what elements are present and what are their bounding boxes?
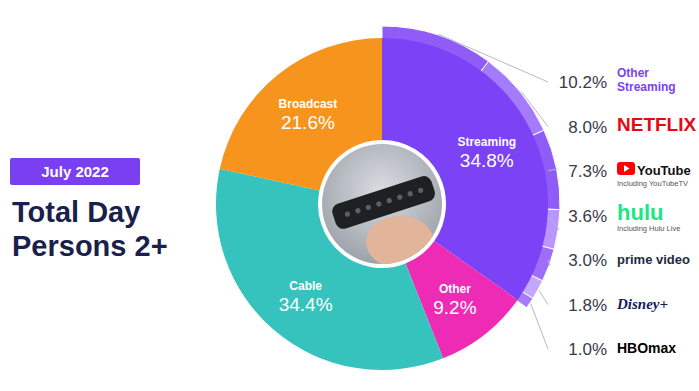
word: Streaming: [617, 80, 676, 94]
youtube-play: [624, 165, 630, 172]
slice-category: Streaming: [457, 135, 516, 149]
breakdown-value: 3.0%: [568, 251, 607, 270]
breakdown-category: HBOmax: [617, 340, 676, 356]
leader-line: [531, 304, 548, 349]
breakdown-value: 1.8%: [568, 296, 607, 315]
breakdown-labels: 10.2%OtherStreaming8.0%NETFLIX7.3%YouTub…: [438, 34, 696, 359]
photo-bg: [312, 134, 452, 274]
breakdown-category: prime video: [617, 252, 690, 267]
remote: [330, 174, 437, 231]
breakdown-note: Including Hulu Live: [617, 224, 680, 233]
breakdown-value: 3.6%: [568, 207, 607, 226]
slice-category: Other: [439, 282, 471, 296]
remote-button: [417, 187, 424, 194]
breakdown-category: OtherStreaming: [617, 66, 676, 94]
remote-button: [355, 207, 362, 214]
breakdown-category: NETFLIX: [617, 114, 696, 135]
leader-line: [548, 260, 550, 266]
slice-category: Broadcast: [279, 97, 338, 111]
breakdown-value: 8.0%: [568, 118, 607, 137]
slice-category: Cable: [289, 279, 322, 293]
breakdown-value: 1.0%: [568, 340, 607, 359]
remote-button: [407, 191, 414, 198]
breakdown-category: Disney+: [616, 296, 668, 312]
breakdown-value: 7.3%: [568, 162, 607, 181]
leader-line: [438, 34, 548, 82]
slice-value: 21.6%: [281, 112, 335, 133]
leader-line: [521, 92, 548, 127]
breakdown-note: Including YouTubeTV: [617, 179, 688, 188]
donut: [216, 38, 548, 370]
breakdown-value: 10.2%: [559, 73, 607, 92]
chart: Streaming34.8%Other9.2%Cable34.4%Broadca…: [0, 0, 699, 391]
remote-button: [344, 211, 351, 218]
remote-button: [396, 194, 403, 201]
center-image: [312, 134, 452, 274]
slice-value: 34.4%: [279, 294, 333, 315]
leader-line: [539, 290, 548, 304]
leader-line: [548, 216, 559, 230]
slice-labels: Streaming34.8% Other9.2% Cable34.4% Broadca…: [279, 97, 517, 318]
date-badge: July 2022: [10, 158, 140, 185]
remote-button: [386, 197, 393, 204]
remote-button: [365, 204, 372, 211]
slice-value: 9.2%: [433, 297, 476, 318]
youtube-icon: [617, 162, 635, 175]
hand: [366, 216, 434, 268]
breakdown-category: hulu: [617, 200, 663, 225]
word: Other: [617, 66, 649, 80]
chart-title: Total Day Persons 2+: [12, 195, 197, 263]
breakdown-category: YouTube: [637, 163, 691, 178]
slice-value: 34.8%: [460, 150, 514, 171]
leader-line: [548, 169, 558, 171]
remote-button: [376, 201, 383, 208]
